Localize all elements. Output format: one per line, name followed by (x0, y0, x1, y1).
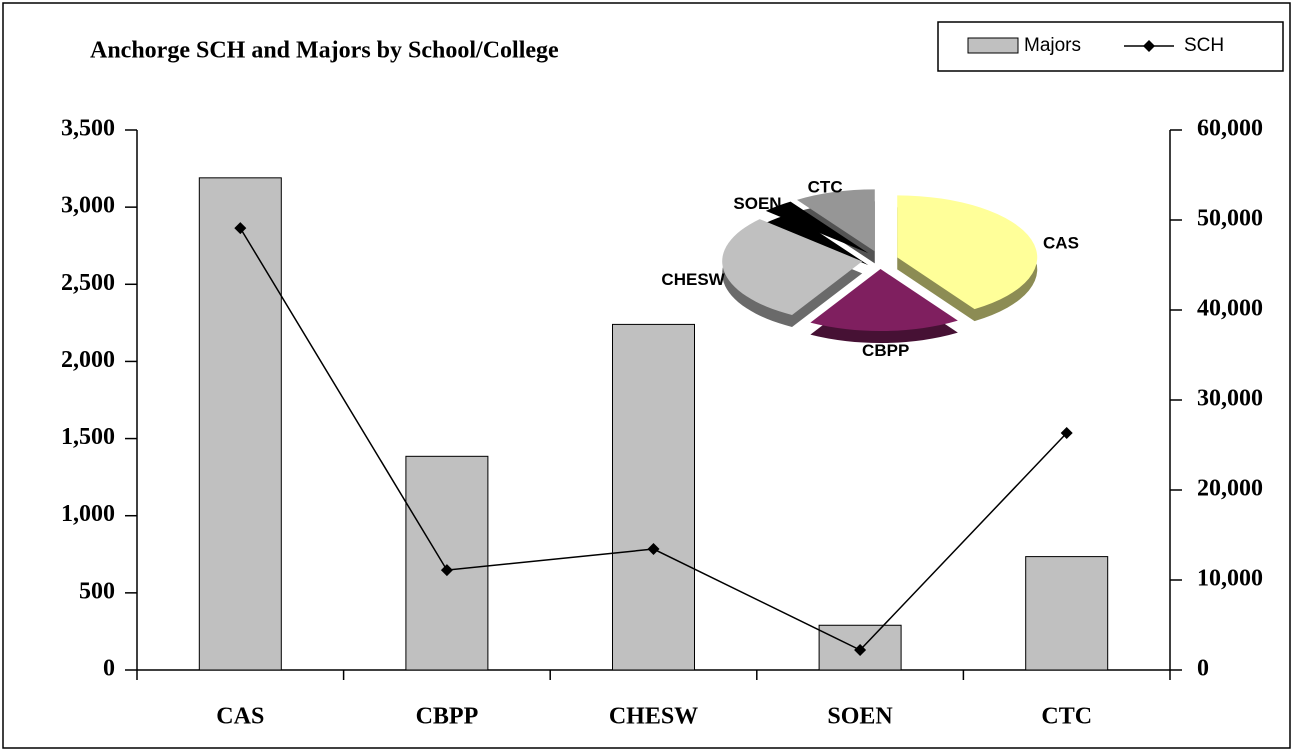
pie-slice-side (765, 213, 869, 266)
bar (405, 455, 489, 671)
bar (1025, 556, 1109, 671)
bar (612, 323, 695, 671)
sch-marker (647, 543, 660, 556)
y-tick-label: 3,500 (61, 116, 115, 142)
x-tick-label: CAS (216, 704, 264, 730)
sch-marker (440, 564, 453, 577)
pie-slice (810, 268, 958, 331)
legend-marker (1143, 40, 1155, 52)
x-tick-label: CTC (1041, 704, 1092, 730)
y2-tick-label: 0 (1197, 656, 1209, 682)
sch-marker (234, 222, 247, 235)
y-tick-label: 500 (79, 578, 115, 604)
y2-tick-label: 50,000 (1197, 206, 1263, 232)
pie-slice (796, 189, 875, 252)
pie-label: CTC (808, 177, 843, 196)
bar (818, 624, 902, 671)
y-tick-label: 2,500 (61, 270, 115, 296)
y-tick-label: 1,500 (61, 424, 115, 450)
y-tick-label: 2,000 (61, 347, 115, 373)
y-tick-label: 0 (103, 656, 115, 682)
chart-title: Anchorge SCH and Majors by School/Colleg… (90, 38, 559, 64)
sch-marker (854, 644, 867, 657)
pie-label: CAS (1043, 233, 1079, 252)
legend-label: Majors (1024, 35, 1081, 56)
pie-slice (897, 195, 1038, 310)
pie-label: CBPP (862, 341, 909, 360)
y-tick-label: 1,000 (61, 501, 115, 527)
sch-marker (1060, 427, 1073, 440)
y2-tick-label: 20,000 (1197, 476, 1263, 502)
y2-tick-label: 30,000 (1197, 386, 1263, 412)
pie-label: SOEN (733, 194, 781, 213)
pie-slice (765, 201, 869, 254)
y-tick-label: 3,000 (61, 193, 115, 219)
x-tick-label: CHESW (609, 704, 698, 730)
legend-label: SCH (1184, 35, 1224, 56)
bar (198, 177, 282, 671)
y2-tick-label: 10,000 (1197, 566, 1263, 592)
x-tick-label: CBPP (416, 704, 479, 730)
legend-swatch (967, 37, 1019, 54)
pie-label: CHESW (661, 270, 725, 289)
x-tick-label: SOEN (827, 704, 893, 730)
pie-slice (722, 219, 863, 315)
y2-tick-label: 60,000 (1197, 116, 1263, 142)
y2-tick-label: 40,000 (1197, 296, 1263, 322)
